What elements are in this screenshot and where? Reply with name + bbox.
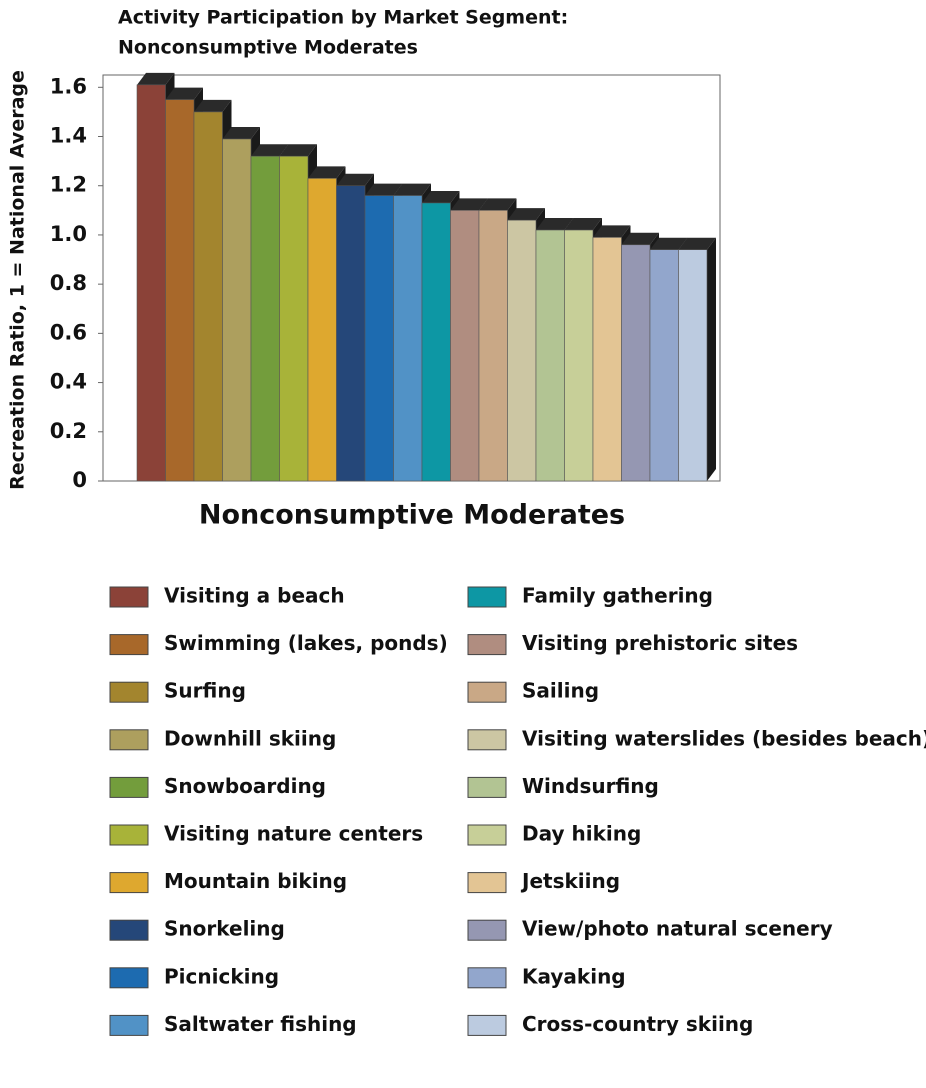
bar: [222, 138, 252, 482]
y-tick-label: 0: [72, 468, 87, 492]
bar-top: [194, 99, 232, 112]
legend-swatch: [467, 586, 507, 608]
legend-swatch: [109, 919, 149, 941]
bar: [279, 155, 309, 482]
legend-label: Visiting a beach: [164, 584, 345, 608]
legend-label: Jetskiing: [520, 869, 620, 893]
bar: [649, 249, 679, 482]
y-tick-label: 0.6: [50, 320, 87, 344]
legend-swatch: [109, 1014, 149, 1036]
bar-top: [650, 237, 688, 250]
legend-label: Snowboarding: [164, 774, 326, 798]
legend-label: Picnicking: [164, 964, 279, 988]
bar: [364, 195, 394, 482]
bar-top: [165, 87, 203, 100]
legend-label: Mountain biking: [164, 869, 347, 893]
y-tick-label: 0.4: [50, 370, 87, 394]
bar-top: [621, 232, 659, 245]
y-tick-label: 1.6: [50, 74, 87, 98]
legend-label: Visiting waterslides (besides beach): [522, 726, 926, 750]
legend-swatch: [467, 967, 507, 989]
bar: [507, 219, 537, 482]
bar: [421, 202, 451, 482]
bar-top: [279, 144, 317, 157]
y-tick-label: 1.4: [50, 124, 87, 148]
legend-label: Cross-country skiing: [522, 1012, 753, 1036]
y-axis-label: Recreation Ratio, 1 = National Average: [7, 70, 29, 490]
legend-label: Saltwater fishing: [164, 1012, 357, 1036]
legend-label: Snorkeling: [164, 917, 285, 941]
y-tick-label: 1.2: [50, 173, 87, 197]
bar-top: [336, 173, 374, 186]
legend-swatch: [109, 872, 149, 894]
legend-swatch: [109, 586, 149, 608]
bar-top: [137, 72, 175, 85]
legend-swatch: [467, 1014, 507, 1036]
bar: [165, 99, 195, 482]
bar-top: [564, 218, 602, 231]
bar: [621, 244, 651, 482]
bar-top: [450, 198, 488, 211]
legend-swatch: [109, 824, 149, 846]
y-tick-label: 0.2: [50, 419, 87, 443]
bar-top: [536, 218, 574, 231]
legend-label: Day hiking: [522, 822, 641, 846]
bar-top: [422, 190, 460, 203]
legend-swatch: [467, 634, 507, 656]
legend-swatch: [467, 729, 507, 751]
legend-swatch: [467, 681, 507, 703]
legend-label: Surfing: [164, 679, 246, 703]
legend-label: Downhill skiing: [164, 726, 336, 750]
bar: [193, 111, 223, 482]
bar-top: [479, 198, 517, 211]
bar-top: [678, 237, 716, 250]
y-tick-label: 0.8: [50, 271, 87, 295]
legend-label: Visiting nature centers: [164, 822, 423, 846]
legend-swatch: [467, 824, 507, 846]
bar-top: [365, 183, 403, 196]
legend-swatch: [109, 967, 149, 989]
legend-label: Windsurfing: [522, 774, 659, 798]
legend-label: View/photo natural scenery: [522, 917, 833, 941]
bar-top: [593, 225, 631, 238]
bar: [336, 185, 366, 482]
bar: [678, 249, 708, 482]
legend-label: Kayaking: [522, 964, 626, 988]
bar: [450, 210, 480, 482]
bar: [136, 84, 166, 482]
bar: [393, 195, 423, 482]
bar-top: [251, 144, 289, 157]
bar-top: [393, 183, 431, 196]
legend-label: Swimming (lakes, ponds): [164, 631, 448, 655]
legend-label: Sailing: [522, 679, 599, 703]
chart-title: Nonconsumptive Moderates: [118, 37, 418, 59]
legend-swatch: [109, 634, 149, 656]
bar-top: [507, 208, 545, 221]
legend-swatch: [109, 776, 149, 798]
bar-top: [308, 166, 346, 179]
bar-top: [222, 126, 260, 139]
chart-title: Activity Participation by Market Segment…: [118, 7, 568, 29]
legend-swatch: [467, 776, 507, 798]
y-tick-label: 1.0: [50, 222, 87, 246]
bar: [535, 229, 565, 482]
bar: [250, 155, 280, 482]
bar: [592, 237, 622, 482]
bar: [564, 229, 594, 482]
bar: [478, 210, 508, 482]
bar: [307, 178, 337, 482]
legend-label: Visiting prehistoric sites: [522, 631, 798, 655]
legend-swatch: [467, 872, 507, 894]
legend-swatch: [467, 919, 507, 941]
x-tick-label: Nonconsumptive Moderates: [199, 500, 625, 531]
legend-swatch: [109, 681, 149, 703]
legend-swatch: [109, 729, 149, 751]
legend-label: Family gathering: [522, 584, 713, 608]
bar-side: [707, 237, 716, 481]
